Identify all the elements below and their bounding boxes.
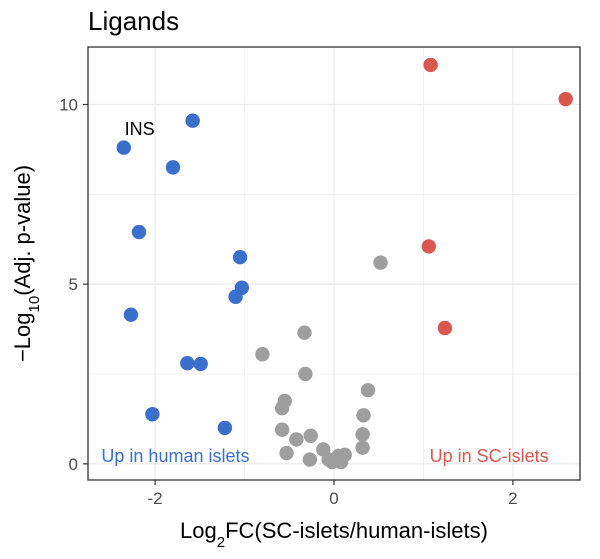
data-point-up-sc [421,239,437,254]
data-points [116,57,573,470]
data-point-up-human [131,224,147,240]
data-point-ns [274,400,290,416]
y-tick-label: 5 [69,275,78,294]
data-point-ns [297,325,312,340]
annotation-up-human: Up in human islets [101,446,249,466]
chart-title: Ligands [88,6,179,36]
data-point-up-human [228,289,243,304]
y-axis-title: −Log10(Adj. p-value) [10,165,43,362]
data-point-ns [274,422,290,437]
x-axis-title: Log2FC(SC-islets/human-islets) [180,518,488,551]
grid-lines [88,47,580,480]
data-point-ns [356,408,371,423]
annotation-up-sc: Up in SC-islets [430,446,549,466]
data-point-ns [289,432,304,447]
data-point-ns [333,454,349,470]
data-point-ns [355,440,370,455]
data-point-ns [279,445,294,461]
data-point-up-human [180,356,195,371]
annotations: Up in human islets Up in SC-islets [101,446,548,466]
data-point-up-sc [423,57,438,73]
data-point-ns [302,452,318,467]
data-point-up-human [116,140,131,155]
data-point-up-sc [437,320,453,336]
y-tick-label: 10 [59,95,78,114]
point-label: INS [125,119,155,139]
data-point-ns [355,427,370,442]
data-point-up-human [145,407,160,422]
data-point-up-human [185,113,200,128]
data-point-up-human [123,307,139,322]
data-point-ns [360,382,376,398]
data-point-up-human [193,356,208,372]
point-labels: INS [125,119,155,139]
x-tick-label: -2 [148,489,163,508]
axes: -2 0 2 0 5 10 [59,95,518,508]
data-point-ns [373,255,388,270]
y-tick-label: 0 [69,455,78,474]
data-point-up-sc [558,91,573,107]
data-point-up-human [232,250,248,265]
data-point-up-human [165,160,181,175]
data-point-up-human [217,420,233,436]
x-tick-label: 0 [329,489,338,508]
data-point-ns [303,428,318,444]
data-point-ns [255,347,270,362]
x-tick-label: 2 [508,489,517,508]
data-point-ns [298,366,313,382]
